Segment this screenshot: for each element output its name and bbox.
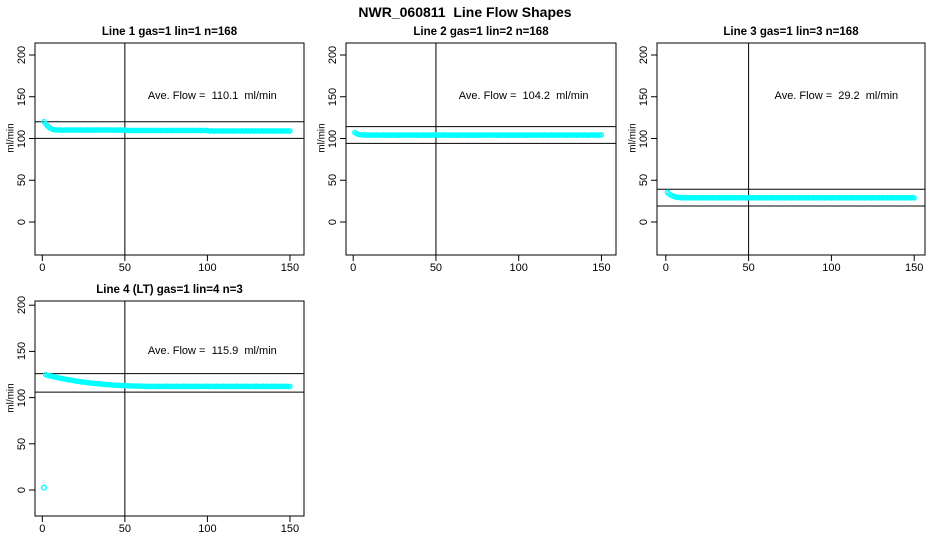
panel-title: Line 3 gas=1 lin=3 n=168 — [723, 26, 859, 38]
x-tick-label: 50 — [429, 262, 443, 274]
x-tick-label: 100 — [822, 262, 841, 274]
x-tick-label: 0 — [39, 523, 46, 535]
y-tick-label: 200 — [327, 45, 339, 65]
data-point — [287, 128, 293, 134]
y-tick-label: 150 — [638, 87, 650, 106]
x-tick-label: 0 — [662, 262, 669, 274]
x-tick-label: 100 — [509, 262, 528, 274]
y-axis-label: ml/min — [627, 123, 639, 153]
x-tick-label: 150 — [592, 262, 611, 274]
y-tick-label: 100 — [327, 129, 339, 148]
y-tick-label: 200 — [16, 296, 28, 315]
x-tick-label: 150 — [905, 262, 924, 274]
y-axis-label: ml/min — [5, 383, 17, 413]
plot-box — [34, 42, 305, 256]
x-tick-label: 50 — [118, 262, 131, 274]
x-tick-label: 50 — [742, 262, 755, 274]
data-point — [911, 195, 917, 201]
y-tick-label: 150 — [327, 87, 339, 106]
y-tick-label: 150 — [16, 87, 28, 106]
x-tick-label: 0 — [39, 262, 46, 274]
y-tick-label: 100 — [16, 388, 28, 407]
x-tick-label: 50 — [118, 523, 131, 535]
figure-title: NWR_060811 Line Flow Shapes — [358, 4, 572, 20]
y-tick-label: 100 — [638, 129, 650, 148]
panel-title: Line 2 gas=1 lin=2 n=168 — [413, 26, 549, 38]
plot-box — [345, 42, 617, 256]
y-tick-label: 200 — [638, 45, 650, 65]
y-tick-label: 0 — [638, 218, 650, 226]
y-tick-label: 50 — [638, 174, 650, 187]
panel-title: Line 1 gas=1 lin=1 n=168 — [101, 26, 238, 38]
avg-flow-annotation: Ave. Flow = 110.1 ml/min — [147, 90, 277, 102]
data-point — [598, 132, 605, 138]
x-tick-label: 100 — [198, 262, 217, 274]
y-axis-label: ml/min — [316, 123, 328, 153]
outlier-point — [40, 484, 48, 491]
y-tick-label: 100 — [16, 129, 28, 148]
y-tick-label: 50 — [16, 437, 28, 450]
x-tick-label: 100 — [198, 523, 217, 535]
y-tick-label: 50 — [16, 174, 28, 187]
x-tick-label: 0 — [350, 262, 357, 274]
plot-box — [34, 300, 305, 517]
plot-box — [656, 42, 926, 256]
data-point — [287, 383, 293, 390]
x-tick-label: 150 — [280, 262, 300, 274]
y-tick-label: 0 — [327, 218, 339, 226]
y-tick-label: 150 — [16, 342, 28, 361]
y-axis-label: ml/min — [5, 123, 17, 153]
y-tick-label: 0 — [16, 218, 28, 226]
x-tick-label: 150 — [280, 523, 300, 535]
avg-flow-annotation: Ave. Flow = 29.2 ml/min — [774, 90, 899, 102]
y-tick-label: 0 — [16, 486, 28, 494]
panel-title: Line 4 (LT) gas=1 lin=4 n=3 — [96, 284, 243, 296]
avg-flow-annotation: Ave. Flow = 104.2 ml/min — [458, 90, 589, 102]
avg-flow-annotation: Ave. Flow = 115.9 ml/min — [147, 345, 277, 357]
y-tick-label: 50 — [327, 174, 339, 187]
y-tick-label: 200 — [16, 45, 28, 65]
